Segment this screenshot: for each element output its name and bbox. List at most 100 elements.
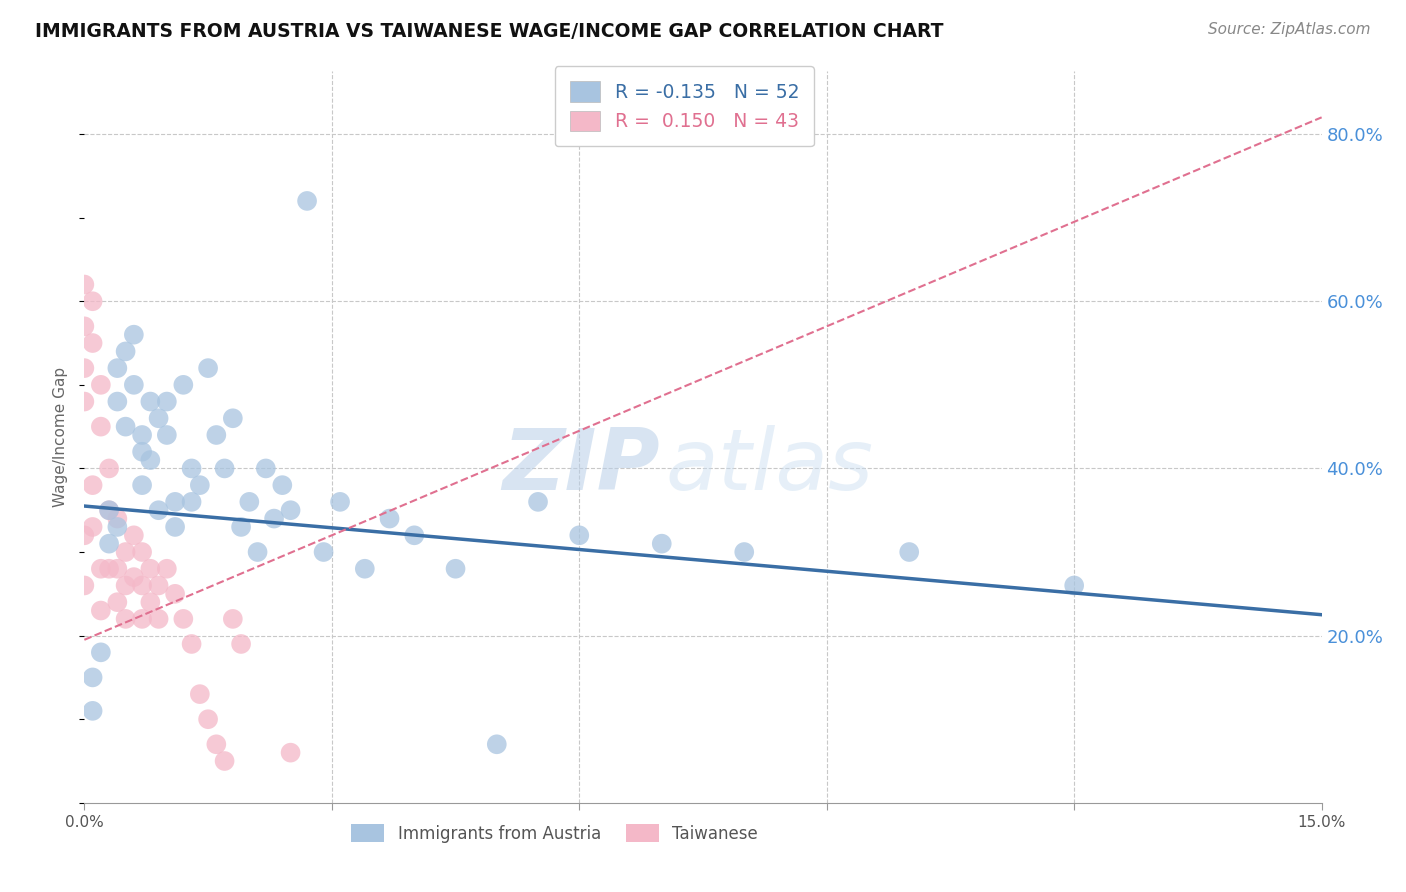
- Point: [238, 495, 260, 509]
- Point: [82, 294, 104, 309]
- Point: [82, 478, 104, 492]
- Text: atlas: atlas: [666, 425, 875, 508]
- Point: [156, 394, 179, 409]
- Point: [114, 612, 136, 626]
- Point: [90, 377, 112, 392]
- Point: [122, 377, 145, 392]
- Point: [1063, 578, 1085, 592]
- Point: [263, 511, 285, 525]
- Point: [527, 495, 550, 509]
- Point: [73, 319, 96, 334]
- Point: [114, 344, 136, 359]
- Point: [312, 545, 335, 559]
- Point: [205, 428, 228, 442]
- Point: [105, 394, 128, 409]
- Point: [73, 578, 96, 592]
- Point: [205, 737, 228, 751]
- Point: [73, 394, 96, 409]
- Point: [222, 612, 245, 626]
- Point: [295, 194, 318, 208]
- Point: [90, 645, 112, 659]
- Point: [197, 712, 219, 726]
- Point: [98, 503, 121, 517]
- Point: [188, 687, 211, 701]
- Point: [148, 578, 170, 592]
- Point: [444, 562, 467, 576]
- Point: [98, 536, 121, 550]
- Point: [165, 520, 187, 534]
- Point: [165, 587, 187, 601]
- Point: [156, 562, 179, 576]
- Point: [139, 453, 162, 467]
- Point: [114, 578, 136, 592]
- Point: [139, 394, 162, 409]
- Point: [90, 562, 112, 576]
- Point: [139, 595, 162, 609]
- Point: [131, 612, 153, 626]
- Point: [254, 461, 277, 475]
- Point: [651, 536, 673, 550]
- Point: [329, 495, 352, 509]
- Point: [122, 570, 145, 584]
- Point: [98, 503, 121, 517]
- Point: [90, 419, 112, 434]
- Point: [214, 461, 236, 475]
- Point: [131, 545, 153, 559]
- Point: [131, 478, 153, 492]
- Point: [148, 411, 170, 425]
- Point: [197, 361, 219, 376]
- Point: [172, 377, 194, 392]
- Point: [156, 428, 179, 442]
- Point: [90, 603, 112, 617]
- Point: [214, 754, 236, 768]
- Point: [180, 461, 202, 475]
- Point: [280, 746, 302, 760]
- Point: [73, 277, 96, 292]
- Point: [131, 428, 153, 442]
- Point: [114, 419, 136, 434]
- Point: [353, 562, 375, 576]
- Point: [271, 478, 294, 492]
- Point: [485, 737, 508, 751]
- Point: [105, 361, 128, 376]
- Point: [82, 336, 104, 351]
- Point: [98, 461, 121, 475]
- Point: [122, 327, 145, 342]
- Point: [105, 595, 128, 609]
- Point: [73, 528, 96, 542]
- Point: [105, 562, 128, 576]
- Point: [222, 411, 245, 425]
- Point: [180, 495, 202, 509]
- Point: [229, 520, 252, 534]
- Point: [82, 520, 104, 534]
- Point: [568, 528, 591, 542]
- Point: [105, 511, 128, 525]
- Point: [180, 637, 202, 651]
- Text: Source: ZipAtlas.com: Source: ZipAtlas.com: [1208, 22, 1371, 37]
- Point: [139, 562, 162, 576]
- Point: [114, 545, 136, 559]
- Point: [188, 478, 211, 492]
- Point: [105, 520, 128, 534]
- Legend: Immigrants from Austria, Taiwanese: Immigrants from Austria, Taiwanese: [344, 818, 765, 849]
- Point: [898, 545, 921, 559]
- Point: [131, 578, 153, 592]
- Point: [733, 545, 755, 559]
- Text: ZIP: ZIP: [502, 425, 659, 508]
- Point: [98, 562, 121, 576]
- Point: [148, 612, 170, 626]
- Point: [122, 528, 145, 542]
- Point: [165, 495, 187, 509]
- Point: [229, 637, 252, 651]
- Point: [246, 545, 269, 559]
- Point: [378, 511, 401, 525]
- Point: [131, 444, 153, 458]
- Point: [404, 528, 426, 542]
- Point: [82, 704, 104, 718]
- Y-axis label: Wage/Income Gap: Wage/Income Gap: [53, 367, 69, 508]
- Point: [148, 503, 170, 517]
- Text: IMMIGRANTS FROM AUSTRIA VS TAIWANESE WAGE/INCOME GAP CORRELATION CHART: IMMIGRANTS FROM AUSTRIA VS TAIWANESE WAG…: [35, 22, 943, 41]
- Point: [280, 503, 302, 517]
- Point: [172, 612, 194, 626]
- Point: [82, 670, 104, 684]
